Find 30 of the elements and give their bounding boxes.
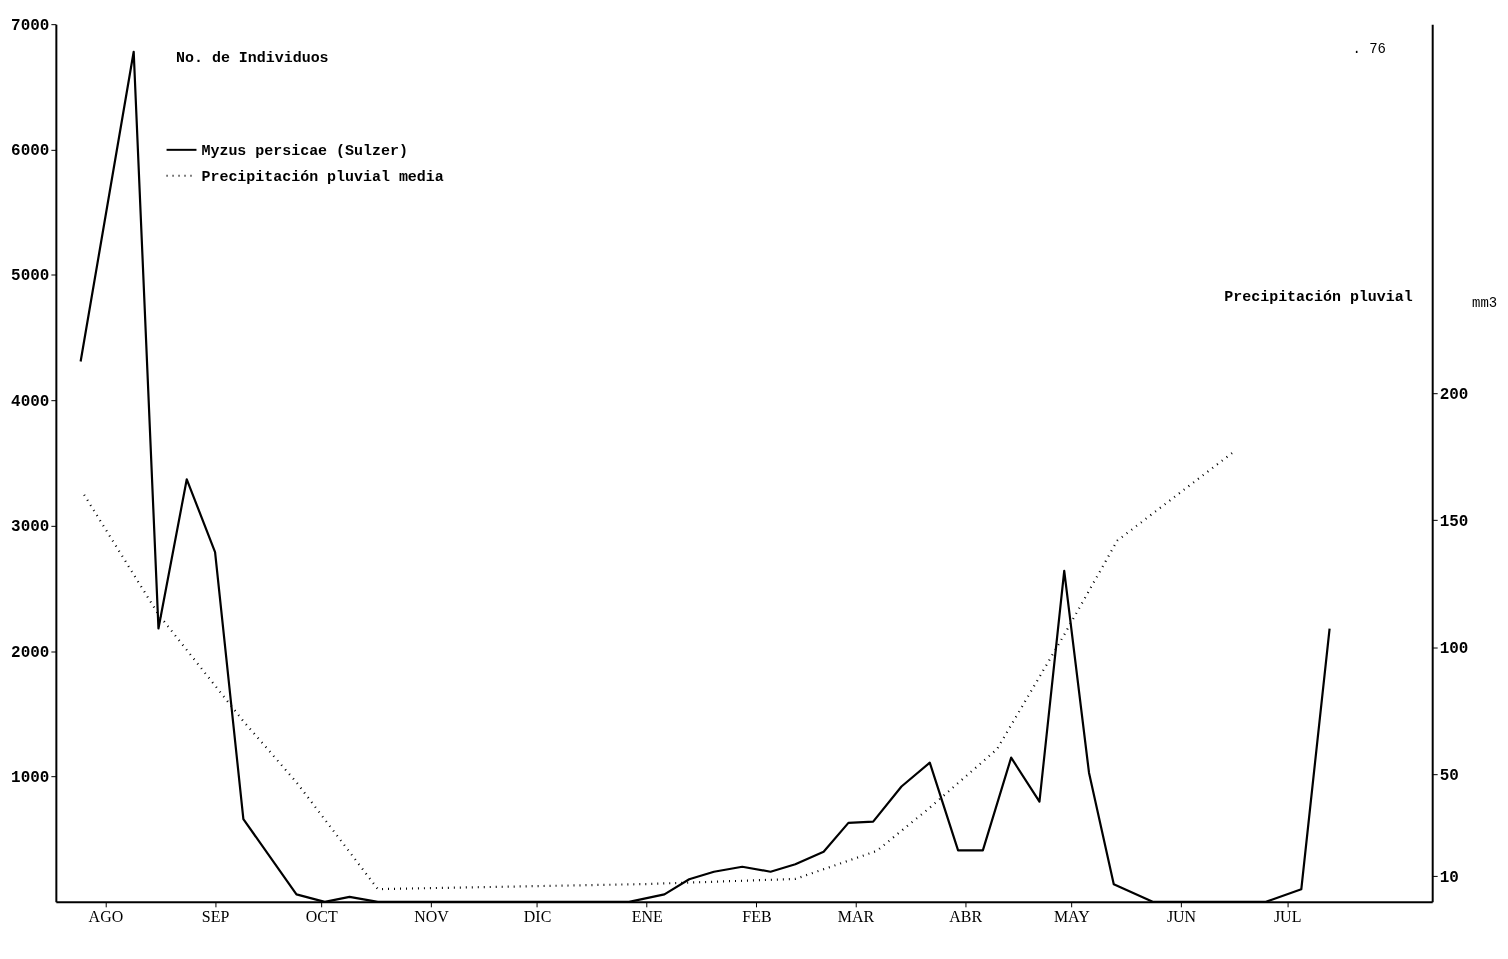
y-tick-label: 1000	[11, 768, 50, 787]
x-tick-label: NOV	[414, 908, 450, 926]
text: mm3	[1472, 295, 1498, 312]
y2-tick-label: 100	[1439, 639, 1469, 658]
legend-label: Myzus persicae (Sulzer)	[201, 142, 408, 159]
y2-tick-label: 10	[1439, 868, 1459, 887]
y-tick-label: 4000	[11, 392, 50, 411]
x-tick-label: JUN	[1166, 908, 1197, 926]
x-tick-label: SEP	[201, 908, 230, 926]
y2-axis-title: Precipitación pluvial	[1224, 288, 1413, 305]
annotation: . 76	[1352, 41, 1386, 58]
x-tick-label: MAR	[837, 908, 875, 926]
x-tick-label: OCT	[305, 908, 338, 926]
y-tick-label: 6000	[11, 142, 50, 161]
y2-tick-label: 150	[1439, 512, 1469, 531]
legend-label: Precipitación pluvial media	[201, 168, 444, 185]
y-tick-label: 7000	[11, 16, 50, 35]
x-tick-label: ENE	[631, 908, 663, 926]
x-tick-label: FEB	[742, 908, 772, 926]
x-tick-label: MAY	[1053, 908, 1091, 926]
y2-tick-label: 50	[1439, 767, 1459, 786]
y-tick-label: 5000	[11, 267, 50, 286]
x-tick-label: DIC	[523, 908, 552, 926]
y-tick-label: 3000	[11, 518, 50, 537]
x-tick-label: ABR	[949, 908, 983, 926]
y2-tick-label: 200	[1439, 385, 1469, 404]
y-tick-label: 2000	[11, 643, 50, 662]
x-tick-label: JUL	[1273, 908, 1302, 926]
y-axis-title: No. de Individuos	[176, 49, 329, 66]
x-tick-label: AGO	[88, 908, 124, 926]
